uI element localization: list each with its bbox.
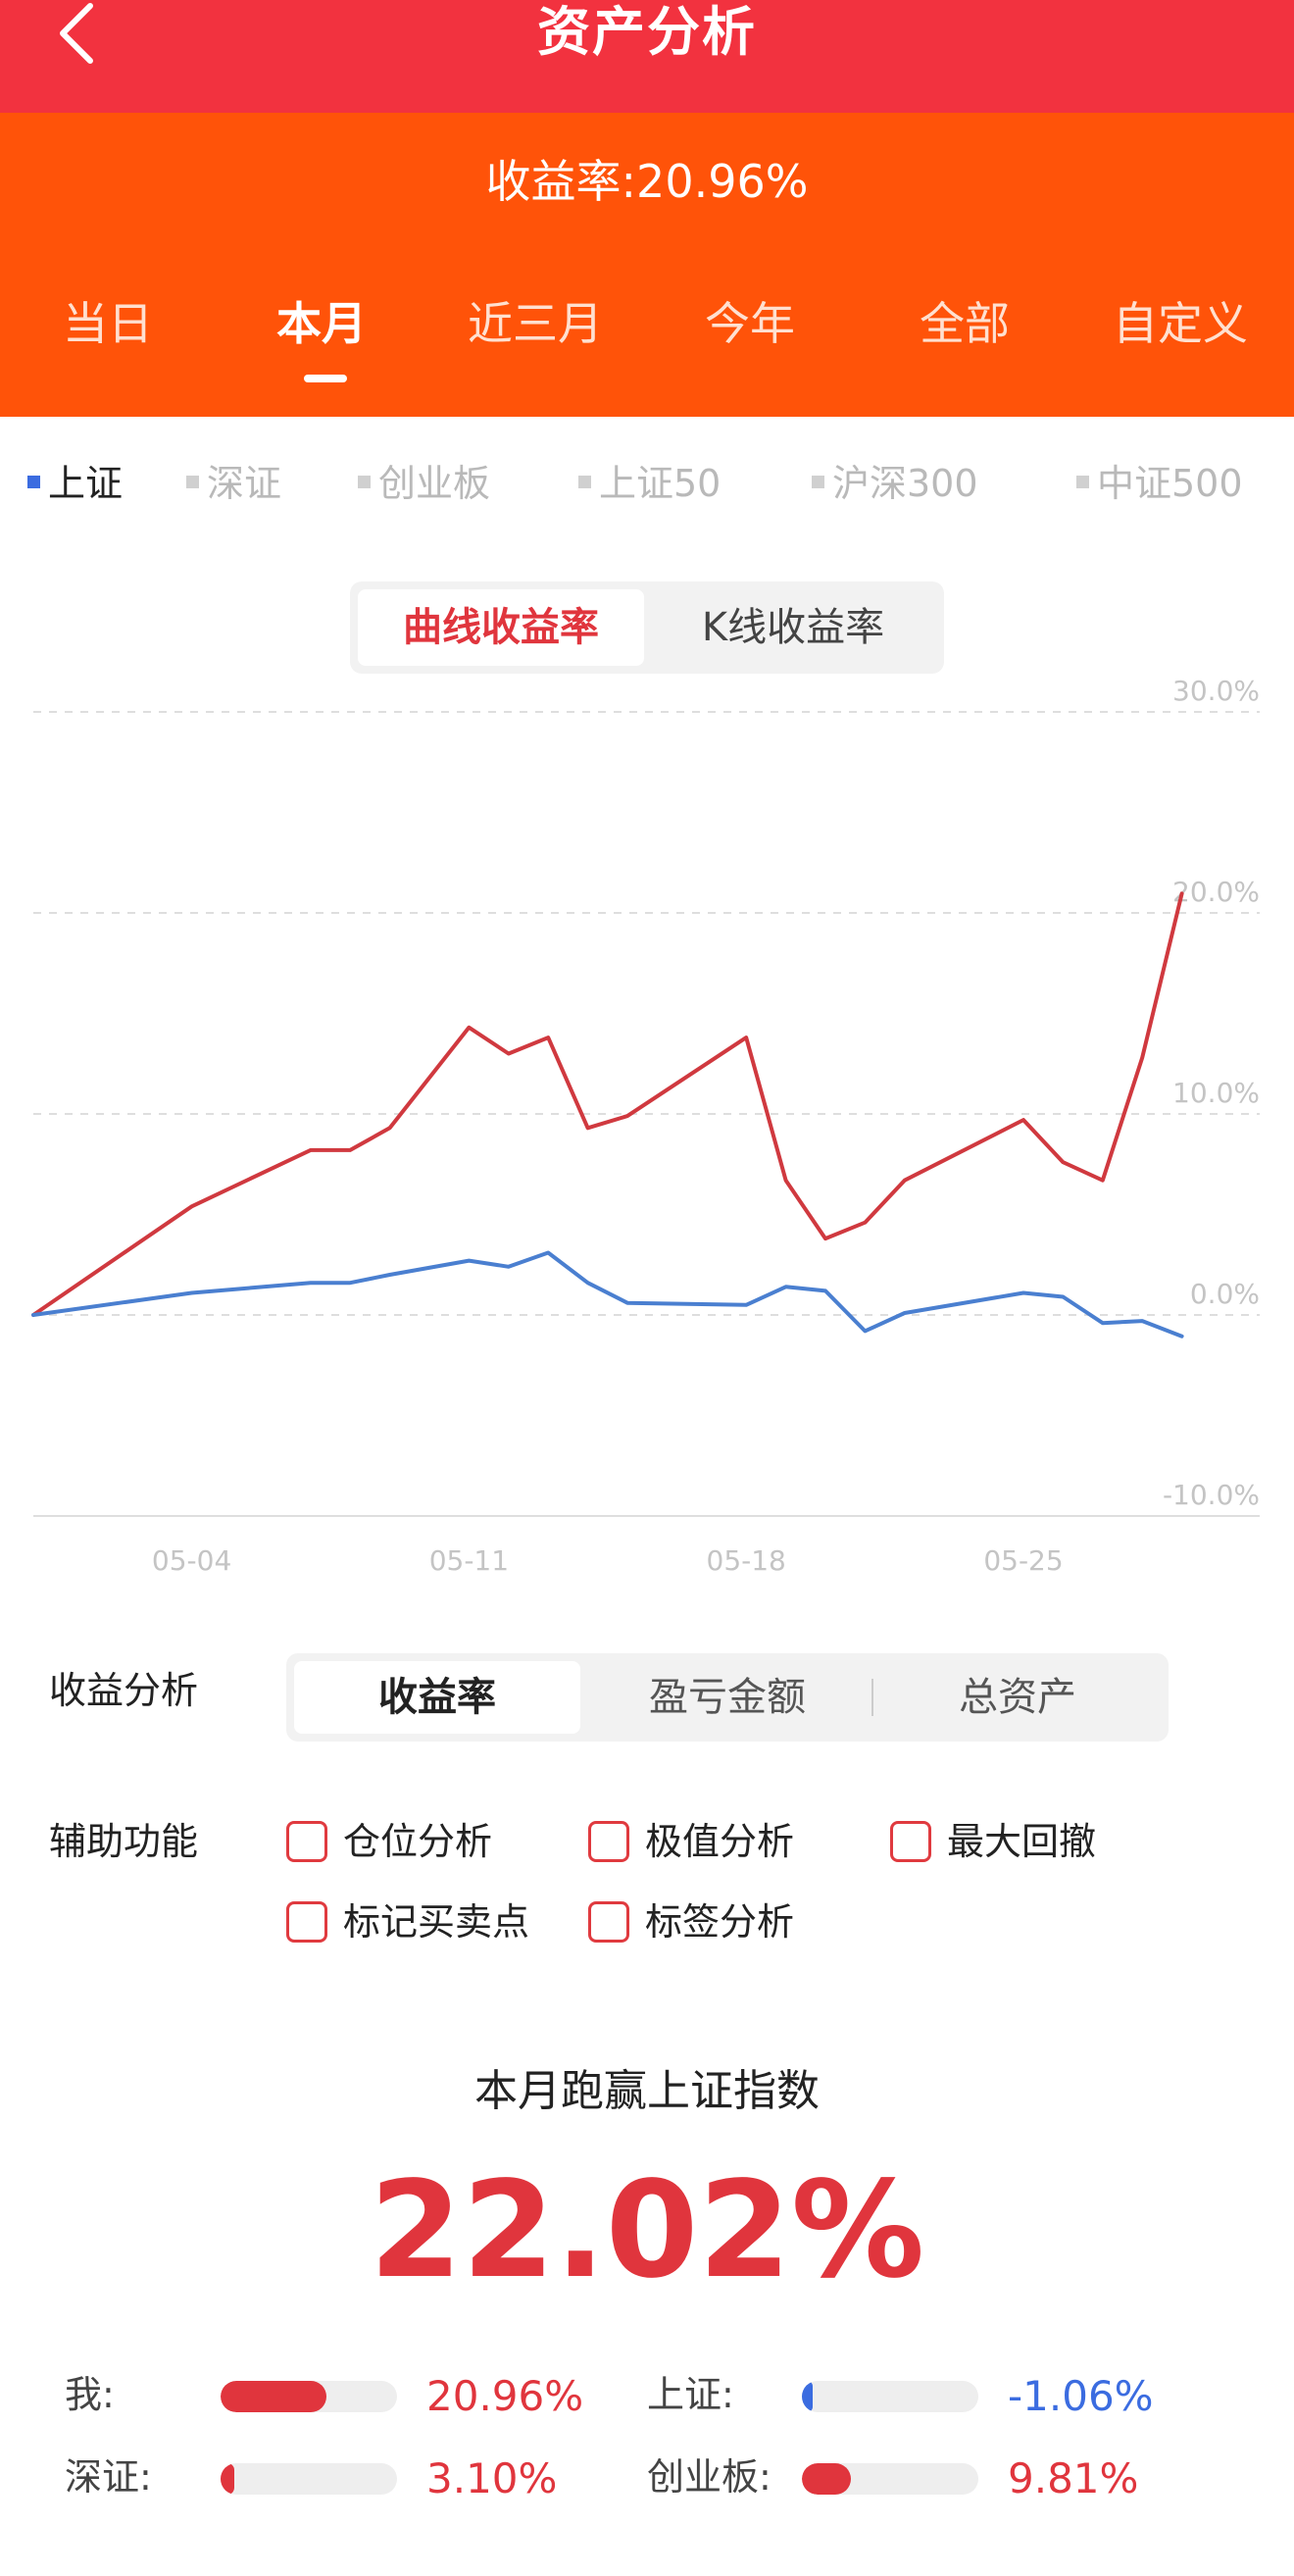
curve-yield-button[interactable]: 曲线收益率: [358, 589, 644, 666]
total-yield: 收益率:20.96%: [0, 147, 1294, 216]
index-label: 上证: [48, 462, 124, 505]
compare-value-sse: -1.06%: [1008, 2372, 1154, 2420]
compare-bar-sse: [802, 2381, 978, 2412]
index-chinext[interactable]: 创业板: [358, 456, 490, 511]
legend-square: [27, 476, 40, 488]
extreme-analysis-checkbox[interactable]: 极值分析: [588, 1814, 794, 1869]
checkbox-box[interactable]: [588, 1900, 629, 1943]
summary-banner: [0, 113, 1294, 417]
legend-square: [578, 476, 591, 488]
compare-bar-chinext: [802, 2463, 978, 2495]
tab-this-year[interactable]: 今年: [705, 297, 795, 350]
legend-square: [1076, 476, 1089, 488]
compare-value-szse: 3.10%: [426, 2454, 558, 2502]
compare-label-szse: 深证:: [65, 2455, 152, 2499]
index-label: 创业板: [378, 462, 491, 505]
segment-divider: [871, 1679, 873, 1716]
index-yield-line: [31, 1250, 1184, 1339]
tab-this-month[interactable]: 本月: [276, 297, 367, 350]
y-tick-label: 20.0%: [1172, 876, 1260, 908]
compare-label-me: 我:: [65, 2373, 115, 2416]
y-tick-label: 0.0%: [1190, 1278, 1260, 1310]
checkbox-box[interactable]: [286, 1900, 327, 1943]
checkbox-box[interactable]: [588, 1820, 629, 1862]
checkbox-label: 标记买卖点: [343, 1900, 530, 1944]
top-bar: 资产分析: [0, 0, 1294, 113]
aux-label: 辅助功能: [49, 1820, 199, 1863]
index-csi300[interactable]: 沪深300: [812, 456, 978, 511]
trade-points-checkbox[interactable]: 标记买卖点: [286, 1894, 529, 1949]
index-label: 中证500: [1097, 462, 1243, 505]
y-tick-label: 30.0%: [1172, 675, 1260, 707]
index-sse[interactable]: 上证: [27, 456, 123, 511]
analysis-toggle: 收益率 盈亏金额 总资产: [286, 1653, 1169, 1742]
compare-value-chinext: 9.81%: [1008, 2454, 1139, 2502]
compare-bar-szse: [221, 2463, 397, 2495]
legend-square: [358, 476, 371, 488]
index-label: 上证50: [599, 462, 722, 505]
x-tick-label: 05-04: [152, 1544, 231, 1577]
checkbox-box[interactable]: [890, 1820, 931, 1862]
tab-all[interactable]: 全部: [920, 297, 1010, 350]
analysis-yield-button[interactable]: 收益率: [294, 1661, 580, 1734]
compare-label-sse: 上证:: [647, 2373, 734, 2416]
compare-label-chinext: 创业板:: [647, 2455, 771, 2499]
checkbox-label: 仓位分析: [343, 1820, 493, 1863]
index-sse50[interactable]: 上证50: [578, 456, 721, 511]
max-drawdown-checkbox[interactable]: 最大回撤: [890, 1814, 1096, 1869]
compare-bar-me: [221, 2381, 397, 2412]
tab-today[interactable]: 当日: [63, 297, 153, 350]
bar-fill: [802, 2381, 813, 2412]
k-line-yield-button[interactable]: K线收益率: [701, 605, 885, 650]
x-tick-label: 05-11: [429, 1544, 509, 1577]
analysis-pnl-button[interactable]: 盈亏金额: [649, 1675, 806, 1720]
y-tick-label: 10.0%: [1172, 1077, 1260, 1109]
checkbox-label: 标签分析: [645, 1900, 795, 1944]
my-yield-line: [31, 891, 1184, 1317]
analysis-label: 收益分析: [49, 1669, 199, 1712]
x-tick-label: 05-18: [707, 1544, 786, 1577]
bar-fill: [221, 2381, 326, 2412]
compare-value-me: 20.96%: [426, 2372, 584, 2420]
index-selector: 上证 深证 创业板 上证50 沪深300 中证500: [0, 456, 1294, 515]
outperform-value: 22.02%: [369, 2153, 925, 2308]
period-tabs: 当日 本月 近三月 今年 全部 自定义: [0, 289, 1294, 387]
bar-fill: [802, 2463, 852, 2495]
legend-square: [186, 476, 199, 488]
index-label: 沪深300: [832, 462, 978, 505]
outperform-title: 本月跑赢上证指数: [474, 2066, 820, 2116]
checkbox-label: 极值分析: [645, 1820, 795, 1863]
legend-square: [812, 476, 824, 488]
chart-mode-toggle: 曲线收益率 K线收益率: [350, 581, 944, 674]
active-tab-indicator: [304, 375, 347, 382]
checkbox-box[interactable]: [286, 1820, 327, 1862]
checkbox-label: 最大回撤: [947, 1820, 1097, 1863]
tab-three-months[interactable]: 近三月: [468, 297, 603, 350]
page-title: 资产分析: [537, 1, 757, 63]
y-tick-label: -10.0%: [1163, 1479, 1260, 1511]
x-tick-label: 05-25: [983, 1544, 1063, 1577]
tab-custom[interactable]: 自定义: [1113, 297, 1248, 350]
index-label: 深证: [207, 462, 282, 505]
yield-value: 20.96%: [636, 155, 809, 208]
yield-label: 收益率:: [485, 155, 637, 208]
index-csi500[interactable]: 中证500: [1076, 456, 1243, 511]
analysis-total-assets-button[interactable]: 总资产: [959, 1675, 1076, 1720]
position-analysis-checkbox[interactable]: 仓位分析: [286, 1814, 492, 1869]
yield-chart: 30.0% 20.0% 10.0% 0.0% -10.0% 05-04 05-11 05-18…: [31, 675, 1260, 1577]
tag-analysis-checkbox[interactable]: 标签分析: [588, 1894, 794, 1949]
index-szse[interactable]: 深证: [186, 456, 281, 511]
back-arrow-icon[interactable]: [49, 0, 108, 69]
bar-fill: [221, 2463, 235, 2495]
